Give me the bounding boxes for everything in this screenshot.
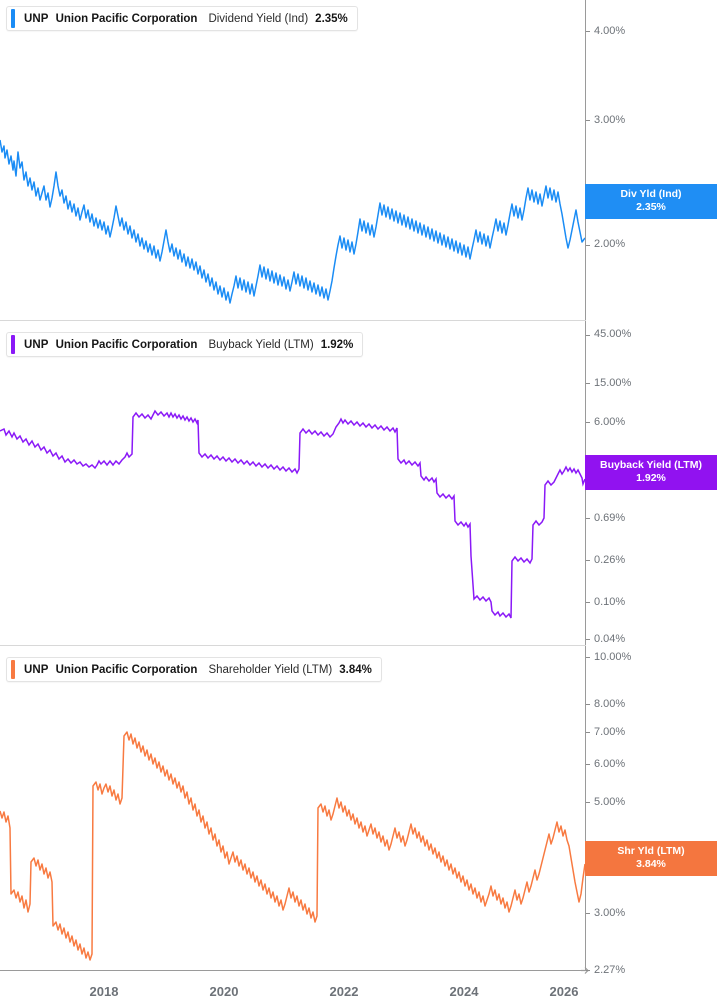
dividend-yield-color-bar xyxy=(11,9,15,28)
shareholder-yield-tick-mark-7 xyxy=(586,970,590,971)
buyback-yield-header: UNP Union Pacific Corporation Buyback Yi… xyxy=(6,332,364,357)
buyback-yield-metric-label: Buyback Yield (LTM) xyxy=(208,338,314,351)
shareholder-yield-ticker: UNP xyxy=(24,663,49,676)
shareholder-yield-badge-value: 3.84% xyxy=(636,858,666,870)
buyback-yield-series xyxy=(0,409,585,619)
dividend-yield-ytick-0: 4.00% xyxy=(594,25,626,37)
plot-shareholder-yield xyxy=(0,646,585,971)
buyback-yield-tick-mark-3 xyxy=(586,518,590,519)
dividend-yield-ytick-2: 2.00% xyxy=(594,238,626,250)
buyback-yield-ytick-0: 45.00% xyxy=(594,328,632,340)
buyback-yield-badge-label: Buyback Yield (LTM) xyxy=(600,459,702,471)
shareholder-yield-color-bar xyxy=(11,660,15,679)
dividend-yield-series xyxy=(0,139,585,304)
shareholder-yield-badge-label: Shr Yld (LTM) xyxy=(617,845,685,857)
dividend-yield-current-badge: Div Yld (Ind) 2.35% xyxy=(585,184,717,219)
buyback-yield-current-badge: Buyback Yield (LTM) 1.92% xyxy=(585,455,717,490)
xtick-2024: 2024 xyxy=(449,984,479,999)
buyback-yield-line-chart xyxy=(0,409,585,619)
shareholder-yield-metric-label: Shareholder Yield (LTM) xyxy=(208,663,333,676)
buyback-yield-ytick-2: 6.00% xyxy=(594,416,626,428)
buyback-yield-ytick-3: 0.69% xyxy=(594,512,626,524)
shareholder-yield-tick-mark-3 xyxy=(586,764,590,765)
buyback-yield-tick-mark-2 xyxy=(586,422,590,423)
dividend-yield-company: Union Pacific Corporation xyxy=(55,12,198,25)
shareholder-yield-tick-mark-4 xyxy=(586,802,590,803)
buyback-yield-ytick-1: 15.00% xyxy=(594,377,632,389)
shareholder-yield-ytick-1: 8.00% xyxy=(594,698,626,710)
dividend-yield-ticker: UNP xyxy=(24,12,49,25)
buyback-yield-ytick-4: 0.26% xyxy=(594,554,626,566)
xtick-2020: 2020 xyxy=(209,984,239,999)
buyback-yield-tick-mark-1 xyxy=(586,383,590,384)
dividend-yield-tick-mark-0 xyxy=(586,31,590,32)
xtick-2026: 2026 xyxy=(549,984,579,999)
shareholder-yield-ytick-0: 10.00% xyxy=(594,651,632,663)
dividend-yield-tick-mark-1 xyxy=(586,120,590,121)
buyback-yield-ytick-5: 0.10% xyxy=(594,596,626,608)
buyback-yield-ytick-6: 0.04% xyxy=(594,633,626,645)
dividend-yield-tick-mark-2 xyxy=(586,245,590,246)
plot-buyback-yield xyxy=(0,321,585,645)
dividend-yield-line-chart xyxy=(0,139,585,304)
dividend-yield-metric-label: Dividend Yield (Ind) xyxy=(208,12,309,25)
shareholder-yield-tick-mark-2 xyxy=(586,732,590,733)
shareholder-yield-line-chart xyxy=(0,731,585,961)
shareholder-yield-ytick-2: 7.00% xyxy=(594,726,626,738)
xtick-2022: 2022 xyxy=(329,984,359,999)
shareholder-yield-header: UNP Union Pacific Corporation Shareholde… xyxy=(6,657,382,682)
buyback-yield-tick-mark-4 xyxy=(586,560,590,561)
shareholder-yield-metric-value: 3.84% xyxy=(339,663,372,676)
buyback-yield-metric-value: 1.92% xyxy=(320,338,354,351)
buyback-yield-tick-mark-5 xyxy=(586,602,590,603)
shareholder-yield-tick-mark-0 xyxy=(586,657,590,658)
shareholder-yield-y-axis xyxy=(585,646,586,971)
dividend-yield-header: UNP Union Pacific Corporation Dividend Y… xyxy=(6,6,358,31)
buyback-yield-company: Union Pacific Corporation xyxy=(55,338,198,351)
panel-dividend-yield: UNP Union Pacific Corporation Dividend Y… xyxy=(0,0,717,320)
dividend-yield-badge-label: Div Yld (Ind) xyxy=(620,188,682,200)
panel-shareholder-yield: UNP Union Pacific Corporation Shareholde… xyxy=(0,646,717,1005)
plot-dividend-yield xyxy=(0,0,585,320)
shareholder-yield-ytick-3: 6.00% xyxy=(594,758,626,770)
dividend-yield-badge-value: 2.35% xyxy=(636,201,666,213)
buyback-yield-color-bar xyxy=(11,335,15,354)
shareholder-yield-company: Union Pacific Corporation xyxy=(55,663,198,676)
dividend-yield-y-axis xyxy=(585,0,586,320)
panel-separator-2 xyxy=(0,645,586,646)
buyback-yield-tick-mark-6 xyxy=(586,639,590,640)
x-axis-arrow-icon xyxy=(580,965,592,977)
dividend-yield-ytick-1: 3.00% xyxy=(594,114,626,126)
buyback-yield-tick-mark-0 xyxy=(586,335,590,336)
shareholder-yield-ytick-6: 3.00% xyxy=(594,907,626,919)
buyback-yield-ticker: UNP xyxy=(24,338,49,351)
panel-separator-1 xyxy=(0,320,586,321)
xtick-2018: 2018 xyxy=(89,984,119,999)
shareholder-yield-ytick-4: 5.00% xyxy=(594,796,626,808)
shareholder-yield-current-badge: Shr Yld (LTM) 3.84% xyxy=(585,841,717,876)
shareholder-yield-series xyxy=(0,731,585,961)
shareholder-yield-tick-mark-6 xyxy=(586,913,590,914)
shareholder-yield-tick-mark-1 xyxy=(586,704,590,705)
dividend-yield-metric-value: 2.35% xyxy=(315,12,348,25)
x-axis-line xyxy=(0,970,586,971)
shareholder-yield-ytick-7: 2.27% xyxy=(594,964,626,976)
buyback-yield-badge-value: 1.92% xyxy=(636,472,666,484)
panel-buyback-yield: UNP Union Pacific Corporation Buyback Yi… xyxy=(0,321,717,645)
